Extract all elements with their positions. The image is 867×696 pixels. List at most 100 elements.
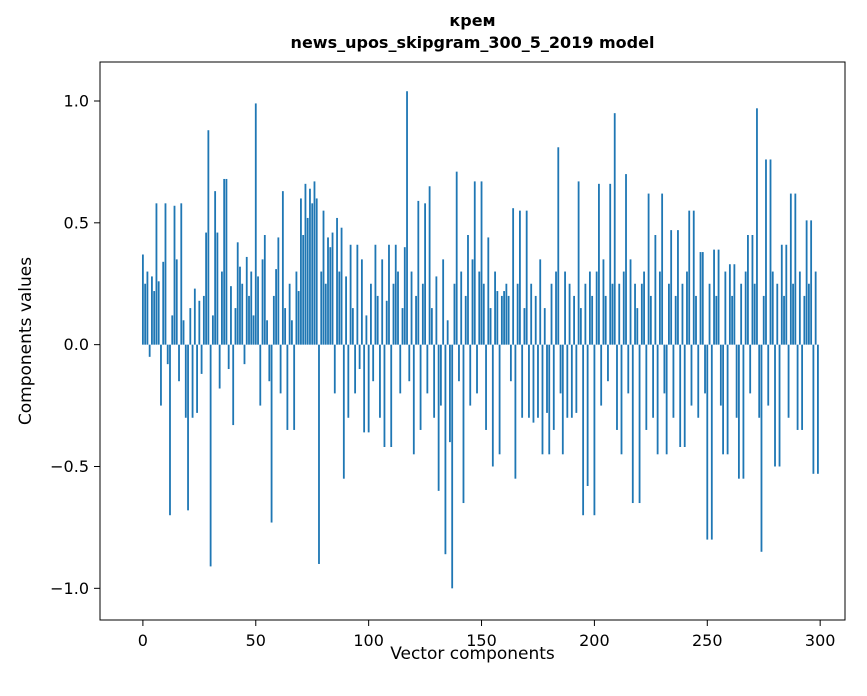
bar (363, 344, 366, 433)
bar (762, 295, 765, 345)
bar (557, 147, 560, 345)
bar (218, 344, 221, 389)
bar (460, 271, 463, 345)
bar (595, 271, 598, 345)
bar (798, 271, 801, 345)
axes-frame (99, 61, 846, 621)
bar (236, 242, 239, 345)
bar (381, 259, 384, 345)
y-tick-label: 0.5 (64, 213, 89, 232)
bar (717, 249, 720, 345)
bar (543, 308, 546, 345)
bar (622, 271, 625, 345)
bar (141, 254, 144, 345)
bar (756, 108, 758, 345)
bar (525, 210, 528, 345)
bar (550, 283, 553, 345)
bar (672, 344, 675, 418)
bar (196, 344, 198, 413)
x-tick-label: 300 (805, 631, 836, 650)
bar (785, 244, 788, 345)
bar (704, 344, 706, 394)
bar (686, 271, 688, 345)
bar (541, 344, 544, 455)
bar (638, 344, 641, 504)
bar (216, 232, 219, 345)
bar (399, 344, 402, 394)
bar (155, 203, 158, 345)
bar (620, 344, 623, 455)
bar (385, 300, 388, 345)
bar (776, 283, 779, 345)
bar (559, 344, 562, 394)
bar (358, 344, 361, 370)
bar (604, 295, 607, 345)
bar (225, 178, 228, 345)
bar (566, 344, 569, 418)
bar (300, 198, 302, 345)
bar (315, 198, 318, 345)
bar (245, 256, 248, 345)
bar (794, 193, 797, 345)
bar (221, 271, 223, 345)
bar (561, 344, 564, 455)
bar (728, 264, 731, 345)
bar (322, 210, 325, 345)
bar (692, 210, 695, 345)
bar (311, 203, 314, 345)
bar (658, 271, 661, 345)
bar (688, 210, 691, 345)
bar (408, 344, 411, 382)
bar (248, 295, 250, 345)
bar (435, 276, 438, 345)
bar (625, 174, 627, 345)
bar (814, 271, 817, 345)
bar (160, 344, 162, 406)
bar (532, 344, 535, 423)
bar (643, 271, 645, 345)
bar (647, 193, 650, 345)
bar (178, 344, 180, 382)
bar (284, 308, 287, 345)
bar (209, 344, 212, 567)
bar (146, 271, 149, 345)
bar (636, 308, 639, 345)
bar (724, 271, 727, 345)
bar (487, 237, 490, 345)
bar (187, 344, 189, 511)
bar (579, 308, 582, 345)
bar (681, 283, 684, 345)
bar (600, 344, 603, 406)
bar (266, 320, 268, 345)
bar (778, 344, 781, 467)
bar (313, 181, 316, 345)
bar (309, 188, 311, 345)
bar (191, 344, 194, 418)
bar (392, 283, 395, 345)
bar (710, 344, 713, 540)
bar (740, 283, 743, 345)
bar (214, 191, 217, 345)
bar (494, 271, 496, 345)
bar (661, 193, 664, 345)
bar (519, 210, 521, 345)
bar (749, 344, 752, 394)
bar (401, 308, 404, 345)
bar (324, 283, 327, 345)
bar (286, 344, 289, 430)
bar (616, 344, 618, 430)
bar (263, 235, 266, 345)
bar (489, 308, 492, 345)
bar (593, 344, 596, 516)
bar (555, 271, 557, 345)
bar (577, 181, 580, 345)
bar (365, 315, 368, 345)
x-axis-label: Vector components (390, 644, 555, 664)
bar (528, 344, 530, 418)
bar (297, 291, 300, 345)
bar (403, 247, 406, 345)
bar (706, 344, 709, 540)
bar (485, 344, 487, 430)
bar (433, 344, 436, 418)
